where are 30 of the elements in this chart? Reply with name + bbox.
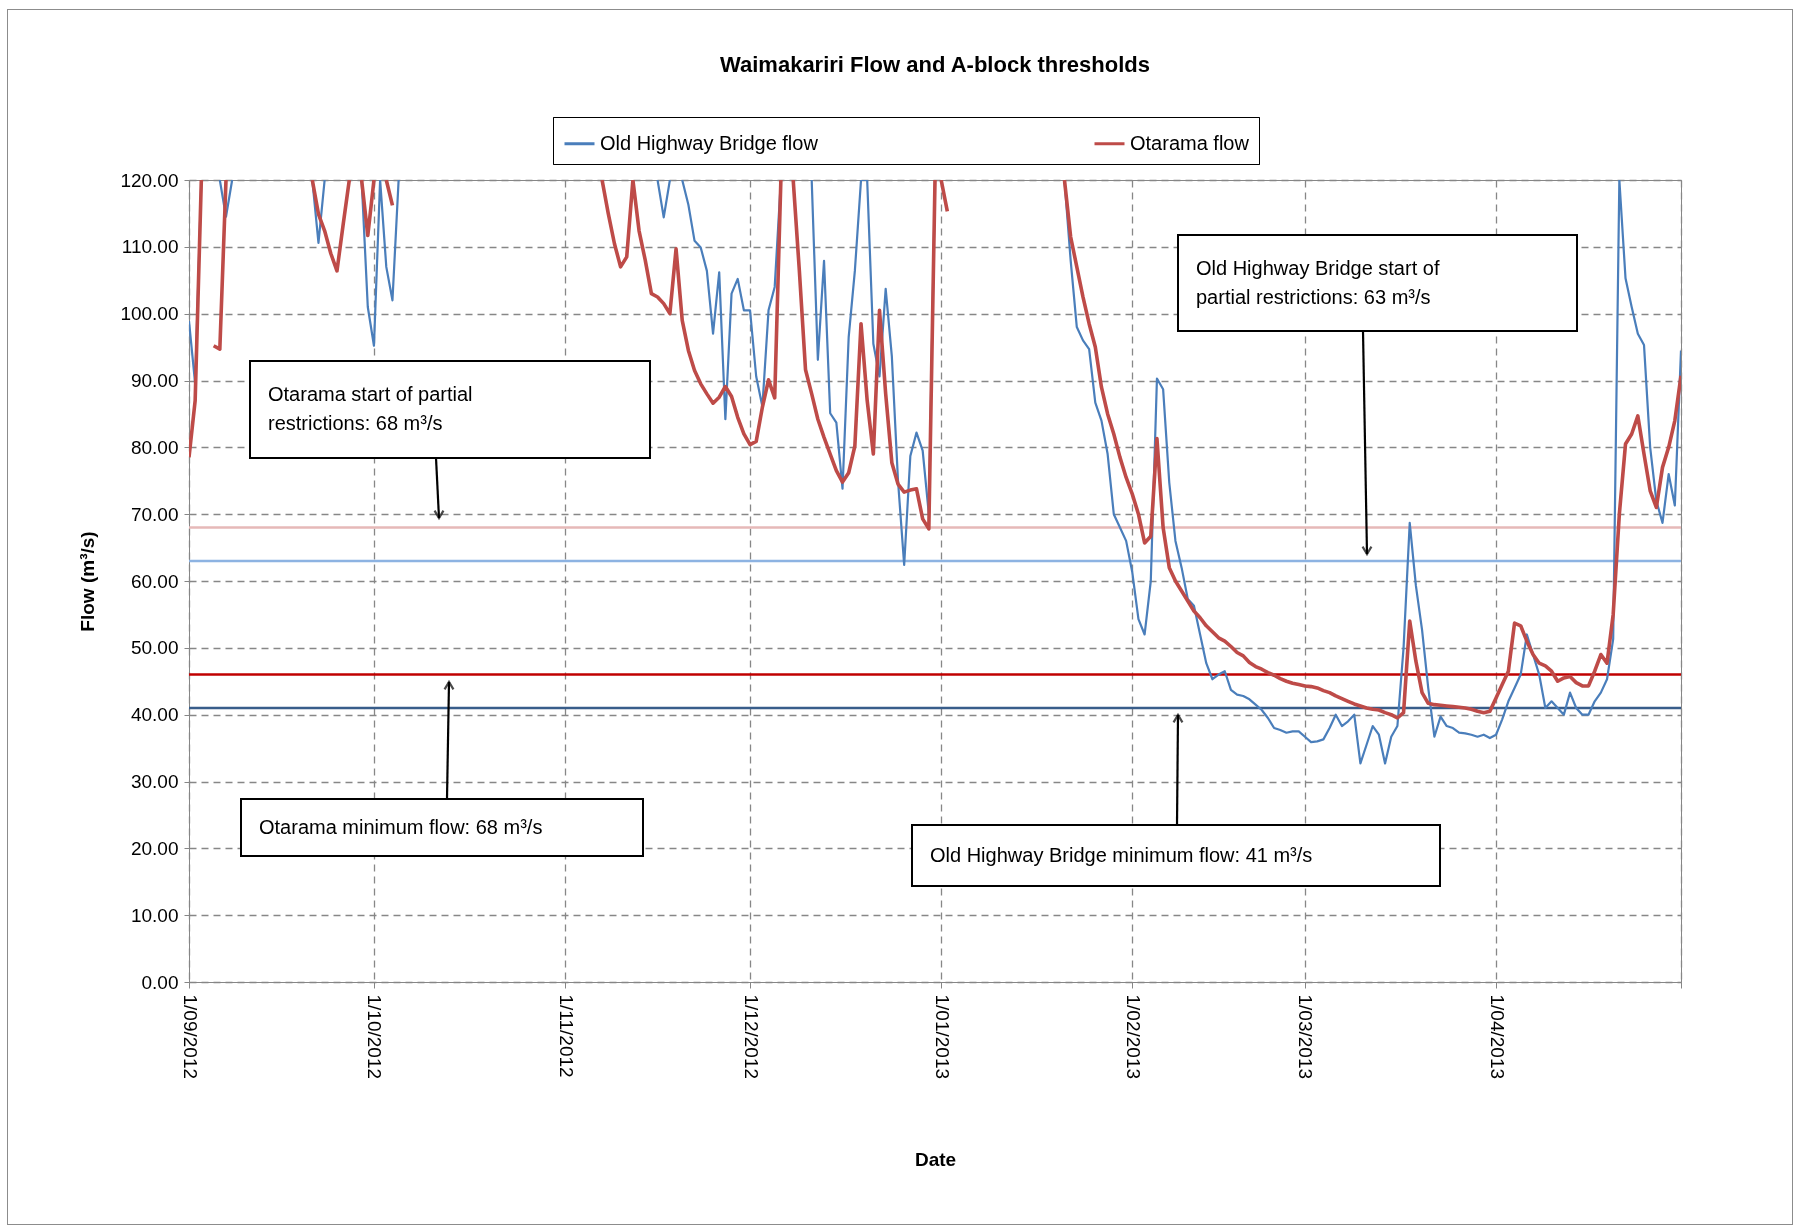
chart-title: Waimakariri Flow and A-block thresholds <box>720 51 1150 77</box>
x-tick-label: 1/09/2012 <box>179 994 201 1080</box>
y-tick-label: 70.00 <box>130 503 179 525</box>
x-tick-label: 1/01/2013 <box>931 994 953 1080</box>
y-tick-label: 90.00 <box>130 370 179 391</box>
y-tick-label: 0.00 <box>141 971 179 993</box>
x-tick-label: 1/12/2012 <box>740 994 762 1080</box>
x-tick-label: 1/02/2013 <box>1122 994 1144 1080</box>
y-tick-label: 80.00 <box>130 436 179 458</box>
annotation: Old Highway Bridge start of partial restrictions: 63 m³/s <box>1196 256 1440 308</box>
legend-label: Old Highway Bridge flow <box>600 131 819 154</box>
y-tick-label: 30.00 <box>130 771 179 792</box>
y-tick-label: 120.00 <box>120 169 179 191</box>
y-tick-label: 60.00 <box>130 570 179 592</box>
x-axis-title: Date <box>914 1149 957 1171</box>
x-tick-label: 1/11/2012 <box>555 994 577 1078</box>
y-tick-label: 40.00 <box>130 704 179 726</box>
y-tick-label: 50.00 <box>130 637 179 659</box>
y-axis-title: Flow (m³/s) <box>77 531 99 632</box>
x-tick-label: 1/10/2012 <box>364 994 386 1080</box>
legend-label: Otarama flow <box>1130 131 1250 154</box>
annotation: Otarama minimum flow: 68 m³/s <box>259 815 543 838</box>
y-tick-label: 100.00 <box>120 303 179 325</box>
y-tick-label: 20.00 <box>130 837 179 859</box>
y-tick-label: 10.00 <box>130 904 179 926</box>
annotation: Otarama start of partial restrictions: 68 m³/s <box>268 383 473 434</box>
y-tick-label: 110.00 <box>121 236 179 258</box>
x-tick-label: 1/04/2013 <box>1486 994 1508 1080</box>
annotation: Old Highway Bridge minimum flow: 41 m³/s <box>930 843 1313 866</box>
x-tick-label: 1/03/2013 <box>1295 994 1317 1080</box>
